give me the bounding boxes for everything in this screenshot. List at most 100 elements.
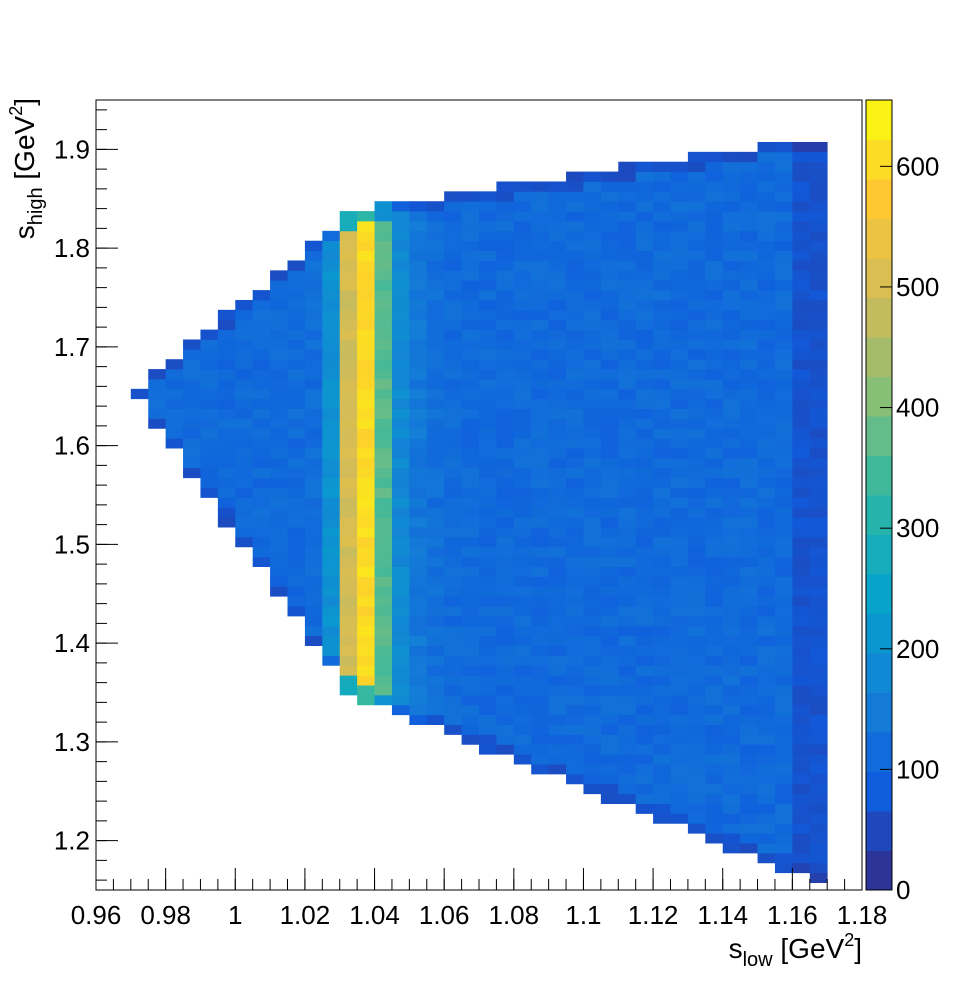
heatmap-bin xyxy=(374,536,393,548)
heatmap-bin xyxy=(391,378,410,390)
heatmap-bin xyxy=(635,655,654,666)
heatmap-bin xyxy=(374,398,393,409)
heatmap-bin xyxy=(774,576,793,587)
heatmap-bin xyxy=(287,507,306,518)
heatmap-bin xyxy=(653,161,671,172)
heatmap-bin xyxy=(722,309,741,321)
heatmap-bin xyxy=(687,744,706,755)
heatmap-bin xyxy=(600,211,619,222)
heatmap-bin xyxy=(705,477,724,488)
heatmap-bin xyxy=(618,349,637,360)
heatmap-bin xyxy=(757,714,776,725)
heatmap-bin xyxy=(687,704,706,716)
heatmap-bin xyxy=(531,230,550,242)
x-axis-title: slow [GeV2] xyxy=(729,930,862,971)
heatmap-bin xyxy=(583,734,602,745)
heatmap-bin xyxy=(635,596,654,607)
heatmap-bin xyxy=(409,260,428,271)
heatmap-bin xyxy=(304,606,323,617)
heatmap-bin xyxy=(391,349,410,360)
heatmap-bin xyxy=(792,704,811,716)
heatmap-bin xyxy=(687,369,706,380)
heatmap-bin xyxy=(548,319,567,330)
heatmap-bin xyxy=(583,220,602,232)
heatmap-bin xyxy=(792,280,811,291)
heatmap-bin xyxy=(600,546,619,558)
heatmap-bin xyxy=(809,773,828,785)
heatmap-bin xyxy=(496,369,515,380)
heatmap-bin xyxy=(270,457,288,469)
heatmap-bin xyxy=(217,369,236,380)
heatmap-bin xyxy=(757,230,776,242)
heatmap-bin xyxy=(496,694,515,706)
heatmap-bin xyxy=(409,497,428,508)
heatmap-bin xyxy=(705,181,724,192)
heatmap-bin xyxy=(705,467,724,479)
heatmap-bin xyxy=(444,211,462,222)
heatmap-bin xyxy=(583,783,602,795)
heatmap-bin xyxy=(740,724,758,735)
heatmap-bin xyxy=(687,596,706,607)
heatmap-bin xyxy=(740,378,758,390)
heatmap-bin xyxy=(687,457,706,469)
heatmap-bin xyxy=(757,181,776,192)
heatmap-bin xyxy=(409,576,428,587)
heatmap-bin xyxy=(235,388,254,400)
heatmap-bin xyxy=(183,418,201,429)
heatmap-bin xyxy=(687,793,706,804)
heatmap-bin xyxy=(548,428,567,439)
heatmap-bin xyxy=(409,428,428,439)
heatmap-bin xyxy=(809,517,828,528)
heatmap-bin xyxy=(705,635,724,646)
heatmap-bin xyxy=(270,527,288,538)
heatmap-bin xyxy=(461,497,480,508)
heatmap-bin xyxy=(374,378,393,390)
heatmap-bin xyxy=(600,171,619,182)
heatmap-bin xyxy=(426,240,445,251)
heatmap-bin xyxy=(374,665,393,676)
heatmap-bin xyxy=(566,704,584,716)
heatmap-bin xyxy=(322,418,341,429)
heatmap-bin xyxy=(687,349,706,360)
heatmap-bin xyxy=(600,527,619,538)
heatmap-bin xyxy=(670,428,689,439)
heatmap-bin xyxy=(618,398,637,409)
heatmap-bin xyxy=(653,428,671,439)
heatmap-bin xyxy=(304,418,323,429)
heatmap-bin xyxy=(409,606,428,617)
y-tick-label: 1.5 xyxy=(54,529,90,559)
heatmap-bin xyxy=(287,438,306,449)
heatmap-bin xyxy=(426,201,445,212)
heatmap-bin xyxy=(618,181,637,192)
heatmap-bin xyxy=(635,635,654,646)
heatmap-bin xyxy=(600,378,619,390)
heatmap-bin xyxy=(409,536,428,548)
heatmap-bin xyxy=(548,566,567,577)
heatmap-bin xyxy=(566,319,584,330)
heatmap-bin xyxy=(670,783,689,795)
heatmap-bin xyxy=(757,438,776,449)
heatmap-bin xyxy=(705,230,724,242)
heatmap-bin xyxy=(339,457,358,469)
heatmap-bin xyxy=(165,428,184,439)
heatmap-bin xyxy=(374,655,393,666)
heatmap-bin xyxy=(722,438,741,449)
heatmap-bin xyxy=(705,813,724,824)
heatmap-bin xyxy=(235,497,254,508)
heatmap-bin xyxy=(687,309,706,321)
heatmap-bin xyxy=(426,675,445,686)
heatmap-bin xyxy=(444,339,462,350)
heatmap-bin xyxy=(705,714,724,725)
heatmap-bin xyxy=(670,566,689,577)
heatmap-bin xyxy=(357,418,375,429)
heatmap-bin xyxy=(670,694,689,706)
heatmap-bin xyxy=(183,359,201,370)
heatmap-bin xyxy=(479,685,497,696)
heatmap-bin xyxy=(444,299,462,311)
heatmap-bin xyxy=(339,576,358,587)
heatmap-bin xyxy=(757,280,776,291)
heatmap-bin xyxy=(635,220,654,232)
heatmap-bin xyxy=(653,270,671,281)
colorbar-step xyxy=(866,732,892,772)
